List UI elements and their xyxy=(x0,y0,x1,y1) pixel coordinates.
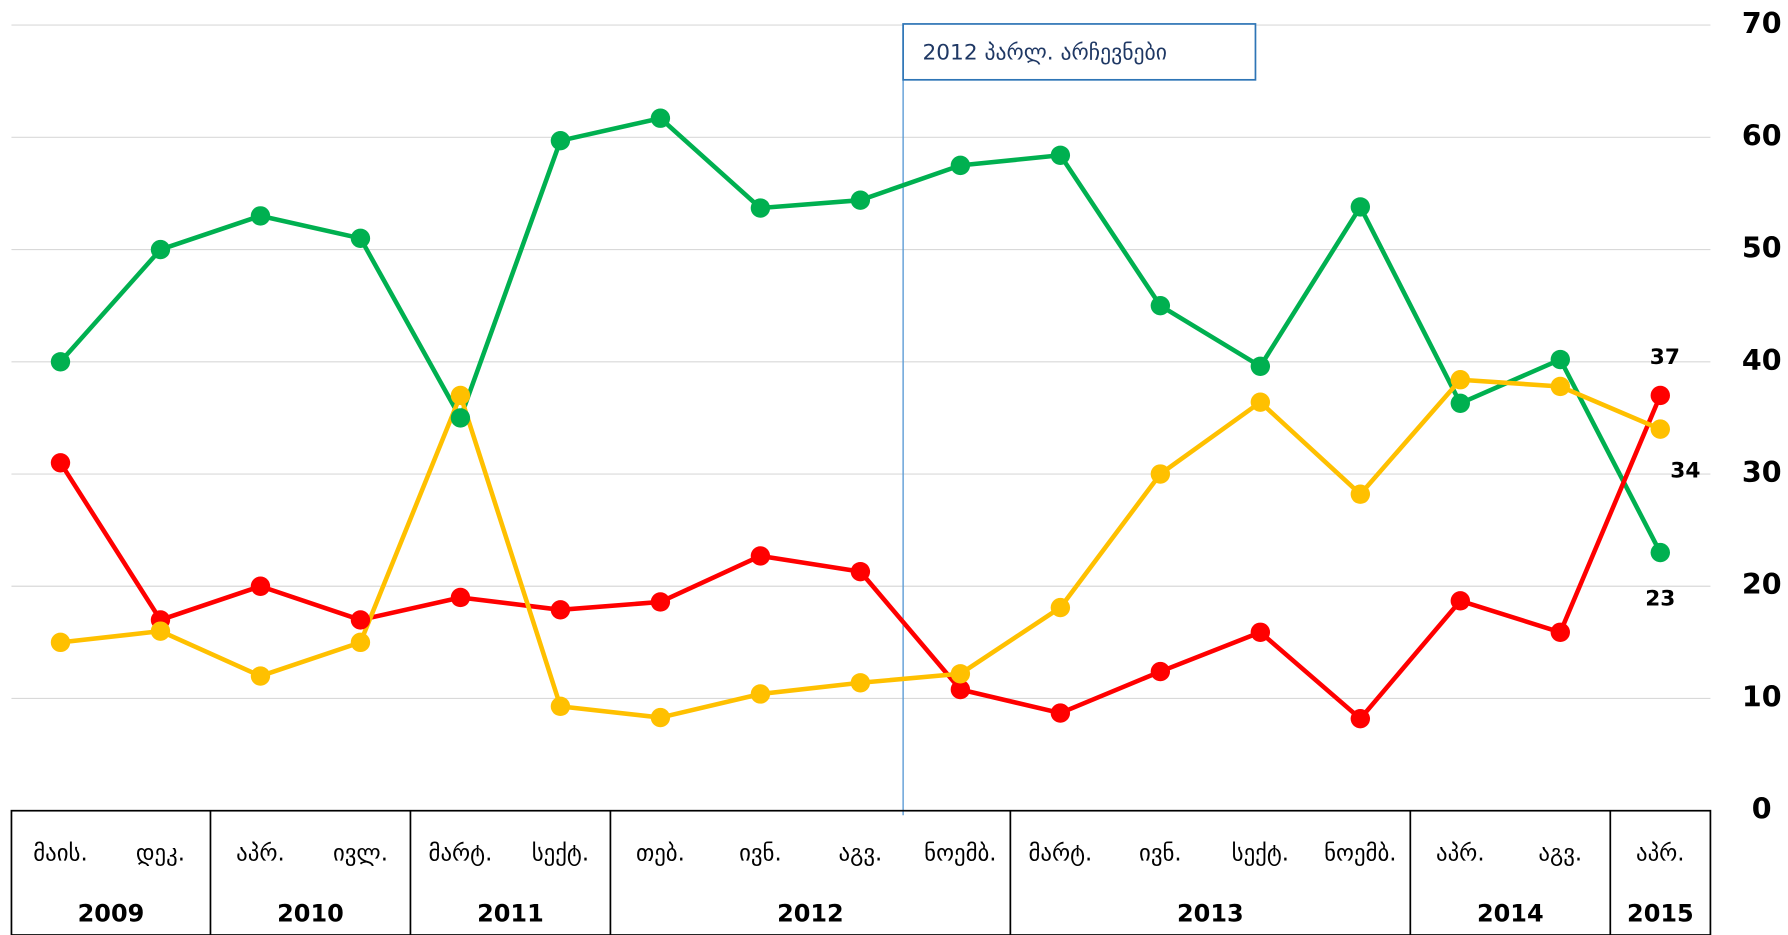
data-label: 34 xyxy=(1670,458,1700,483)
point xyxy=(850,673,871,693)
point xyxy=(250,206,271,226)
point xyxy=(1250,356,1271,376)
point xyxy=(50,632,71,653)
y-tick-label: 0 xyxy=(1752,793,1772,826)
x-tick-label: აგვ. xyxy=(1538,841,1582,867)
year-label: 2009 xyxy=(78,899,145,927)
x-tick-label: ნოემბ. xyxy=(1324,841,1396,867)
point xyxy=(650,108,671,128)
x-tick-label: აპრ. xyxy=(1636,841,1685,867)
point xyxy=(1050,703,1071,723)
point xyxy=(550,600,571,620)
x-tick-label: სექტ. xyxy=(1232,841,1289,867)
point xyxy=(450,587,471,608)
year-label: 2012 xyxy=(777,899,844,927)
point xyxy=(1250,622,1271,642)
x-tick-label: მარტ. xyxy=(1028,841,1092,867)
x-tick-label: სექტ. xyxy=(532,841,589,867)
point xyxy=(1150,464,1171,484)
point xyxy=(1650,542,1670,563)
point xyxy=(350,632,371,653)
x-tick-label: ივნ. xyxy=(1139,841,1182,867)
point xyxy=(1150,661,1171,682)
point xyxy=(750,684,771,704)
point xyxy=(1650,419,1670,439)
point xyxy=(550,696,571,717)
point xyxy=(250,576,271,596)
y-tick-label: 50 xyxy=(1742,232,1782,265)
point xyxy=(150,621,171,641)
series-line xyxy=(58,394,1663,721)
point xyxy=(1050,145,1071,165)
year-label: 2014 xyxy=(1477,899,1544,927)
point xyxy=(950,679,971,700)
series-line xyxy=(58,115,1663,554)
point xyxy=(1550,622,1570,642)
year-label: 2013 xyxy=(1177,899,1244,927)
axis-table: მაის. დეკ. აპრ. ივლ. მარტ. სექტ. თებ. ივნ. აგვ. ნ… xyxy=(10,809,1712,935)
point xyxy=(150,239,171,260)
grid: 0 10 20 30 40 50 60 70 xyxy=(11,7,1782,826)
y-tick-label: 10 xyxy=(1742,680,1782,713)
x-tick-label: ნოემბ. xyxy=(924,841,996,867)
series-line xyxy=(60,377,1662,720)
point xyxy=(250,666,271,686)
y-tick-label: 70 xyxy=(1742,7,1782,40)
x-tick-label: აპრ. xyxy=(1436,841,1485,867)
year-label: 2011 xyxy=(477,899,544,927)
point xyxy=(1150,295,1171,316)
y-tick-label: 60 xyxy=(1742,119,1782,152)
point xyxy=(1350,484,1371,504)
point xyxy=(850,190,871,210)
point xyxy=(1450,393,1471,414)
point xyxy=(1350,197,1371,217)
point xyxy=(1550,349,1570,370)
year-label: 2015 xyxy=(1627,899,1694,927)
point xyxy=(1050,597,1071,618)
data-label: 37 xyxy=(1650,345,1680,370)
x-tick-label: მარტ. xyxy=(429,841,493,867)
point xyxy=(350,610,371,630)
point xyxy=(950,664,971,684)
y-tick-label: 40 xyxy=(1742,344,1782,377)
x-tick-label: აგვ. xyxy=(839,841,883,867)
point xyxy=(650,707,671,728)
x-tick-label: ივნ. xyxy=(739,841,782,867)
point xyxy=(450,408,471,428)
x-tick-label: მაის. xyxy=(33,841,87,867)
point xyxy=(1450,370,1471,390)
point xyxy=(850,561,871,582)
data-label: 23 xyxy=(1645,586,1675,611)
point xyxy=(450,385,471,406)
point xyxy=(50,453,71,473)
point xyxy=(50,352,71,372)
x-tick-label: თებ. xyxy=(636,841,685,867)
year-label: 2010 xyxy=(277,899,344,927)
point xyxy=(1550,376,1570,397)
y-tick-label: 30 xyxy=(1742,456,1782,489)
point xyxy=(750,198,771,218)
point xyxy=(650,592,671,612)
annotation: 2012 პარლ. არჩევნები xyxy=(923,41,1167,66)
x-tick-label: ივლ. xyxy=(333,841,388,867)
lines: 23 37 34 xyxy=(50,108,1700,729)
x-tick-label: აპრ. xyxy=(236,841,285,867)
x-tick-label: დეკ. xyxy=(136,841,185,867)
point xyxy=(1450,591,1471,611)
annotation-box xyxy=(902,23,1257,81)
table-border xyxy=(10,809,1712,935)
point xyxy=(950,155,971,176)
point xyxy=(750,546,771,566)
y-tick-label: 20 xyxy=(1742,568,1782,601)
point xyxy=(1650,385,1670,406)
point xyxy=(1250,392,1271,412)
point xyxy=(1350,708,1371,729)
point xyxy=(550,130,571,151)
point xyxy=(350,228,371,249)
